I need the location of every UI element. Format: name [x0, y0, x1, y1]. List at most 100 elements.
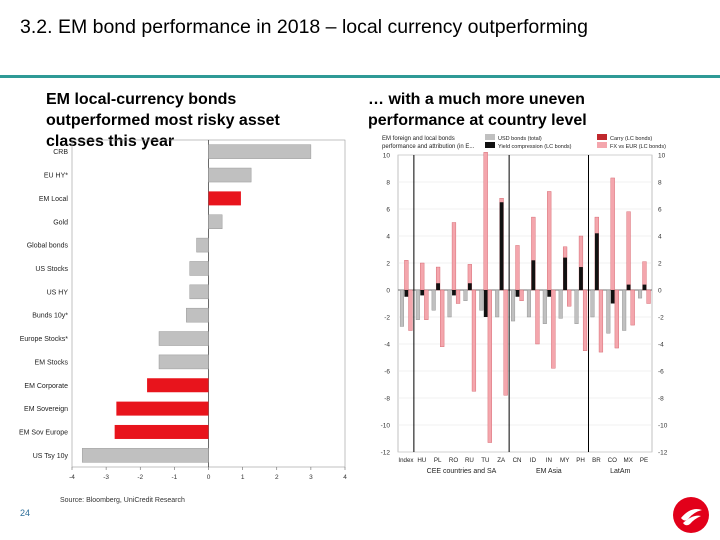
- bar-carry-lc-bonds: [515, 245, 520, 291]
- bar-usd-bonds-total: [622, 289, 627, 331]
- x-category-label: CO: [608, 457, 617, 464]
- bar-carry-lc-bonds: [547, 191, 552, 291]
- bar-carry-lc-bonds: [483, 152, 488, 291]
- category-label: US Tsy 10y: [33, 453, 69, 460]
- y-tick-label-right: -2: [658, 315, 664, 322]
- country-performance-chart: EM foreign and local bonds performance an…: [381, 134, 668, 475]
- source-note: Source: Bloomberg, UniCredit Research: [60, 497, 185, 504]
- bar-yield-compression-lc-bonds: [610, 290, 615, 304]
- right-chart-subtitle: … with a much more uneven performance at…: [368, 91, 587, 129]
- x-category-label: MY: [560, 457, 569, 464]
- x-tick-label: -2: [137, 474, 143, 481]
- bar: [158, 354, 209, 370]
- legend-label: Carry (LC bonds): [610, 136, 652, 142]
- x-category-label: TU: [481, 457, 489, 464]
- y-tick-label-right: -8: [658, 396, 664, 403]
- y-tick-label-right: 6: [658, 207, 662, 214]
- y-tick-label: -10: [381, 423, 391, 430]
- bar: [208, 144, 312, 159]
- group-label: EM Asia: [536, 468, 562, 475]
- category-label: EM Sov Europe: [19, 429, 68, 436]
- legend-title: EM foreign and local bonds: [382, 136, 455, 142]
- x-category-label: RO: [449, 457, 458, 464]
- page-number: 24: [20, 508, 31, 518]
- category-label: CRB: [53, 149, 68, 156]
- category-label: Bunds 10y*: [32, 313, 68, 320]
- y-tick-label-right: 0: [658, 288, 662, 295]
- bar-fx-vs-eur-lc-bonds: [455, 289, 461, 304]
- x-tick-label: 3: [309, 474, 313, 481]
- legend-swatch: [485, 142, 495, 148]
- bar-yield-compression-lc-bonds: [404, 290, 409, 297]
- category-label: US HY: [47, 289, 69, 296]
- asset-class-performance-chart: -4 -3 -2 -1 0 1 2 3 4 CRB EU HY* EM Local Gold Global…: [19, 139, 347, 481]
- x-category-label: PE: [640, 457, 648, 464]
- bar-fx-vs-eur-lc-bonds: [614, 289, 619, 349]
- bar-carry-lc-bonds: [451, 222, 457, 291]
- bar-usd-bonds-total: [574, 289, 579, 324]
- unicredit-logo-icon: [672, 496, 710, 539]
- category-label: EU HY*: [44, 173, 68, 180]
- bar-usd-bonds-total: [542, 289, 547, 324]
- bar-usd-bonds-total: [463, 289, 468, 302]
- bar-fx-vs-eur-lc-bonds: [598, 289, 604, 353]
- x-category-label: BR: [592, 457, 601, 464]
- bar-carry-lc-bonds: [626, 211, 631, 291]
- group-label: CEE countries and SA: [427, 468, 497, 475]
- y-tick-label: -12: [381, 450, 391, 457]
- x-tick-label: 4: [343, 474, 347, 481]
- bar: [208, 191, 241, 206]
- bar-yield-compression-lc-bonds: [626, 284, 631, 290]
- bar-yield-compression-lc-bonds: [515, 290, 520, 297]
- bar: [114, 424, 209, 439]
- bar-usd-bonds-total: [511, 289, 516, 322]
- category-label: EM Stocks: [35, 359, 69, 366]
- bar-usd-bonds-total: [399, 289, 404, 327]
- bar-yield-compression-lc-bonds: [452, 290, 456, 296]
- y-tick-label-right: 8: [658, 180, 662, 187]
- bar-usd-bonds-total: [526, 289, 531, 318]
- x-tick-label: 2: [275, 474, 279, 481]
- category-label: EM Corporate: [24, 383, 68, 390]
- group-label: LatAm: [610, 468, 630, 475]
- bar-usd-bonds-total: [606, 289, 611, 334]
- bar-carry-lc-bonds: [404, 260, 409, 291]
- bar-fx-vs-eur-lc-bonds: [424, 289, 429, 320]
- bar-fx-vs-eur-lc-bonds: [503, 289, 508, 396]
- x-tick-label: -4: [69, 474, 75, 481]
- y-tick-label: 2: [386, 261, 390, 268]
- y-tick-label-right: -6: [658, 369, 664, 376]
- x-category-label: MX: [624, 457, 633, 464]
- y-tick-label-right: 10: [658, 153, 666, 160]
- bar-usd-bonds-total: [495, 289, 500, 318]
- y-tick-label: 8: [386, 180, 390, 187]
- legend-swatch: [485, 134, 495, 140]
- bar-yield-compression-lc-bonds: [436, 283, 440, 290]
- legend-swatch: [597, 134, 607, 140]
- x-category-label: PH: [576, 457, 585, 464]
- bar: [196, 237, 209, 253]
- bar-yield-compression-lc-bonds: [499, 202, 504, 290]
- category-label: EM Local: [39, 196, 69, 203]
- x-category-label: PL: [434, 457, 442, 464]
- legend-title: performance and attribution (in E...: [382, 144, 475, 150]
- bar: [158, 331, 209, 346]
- y-tick-label-right: -12: [658, 450, 668, 457]
- x-tick-label: -1: [171, 474, 177, 481]
- y-tick-label: 10: [383, 153, 391, 160]
- bar-carry-lc-bonds: [420, 262, 425, 291]
- bar-fx-vs-eur-lc-bonds: [440, 289, 445, 347]
- category-label: Gold: [53, 219, 68, 226]
- bar-usd-bonds-total: [415, 289, 420, 320]
- y-tick-label-right: 2: [658, 261, 662, 268]
- bar: [189, 261, 209, 276]
- bar-usd-bonds-total: [447, 289, 452, 318]
- bar-usd-bonds-total: [638, 289, 643, 299]
- title-divider: [0, 75, 720, 78]
- y-tick-label-right: 4: [658, 234, 662, 241]
- left-chart-subtitle: EM local-currency bonds outperformed mos…: [46, 91, 280, 150]
- bar-carry-lc-bonds: [610, 177, 615, 291]
- x-category-label: ZA: [497, 457, 506, 464]
- x-tick-label: 1: [241, 474, 245, 481]
- x-category-label: CN: [513, 457, 522, 464]
